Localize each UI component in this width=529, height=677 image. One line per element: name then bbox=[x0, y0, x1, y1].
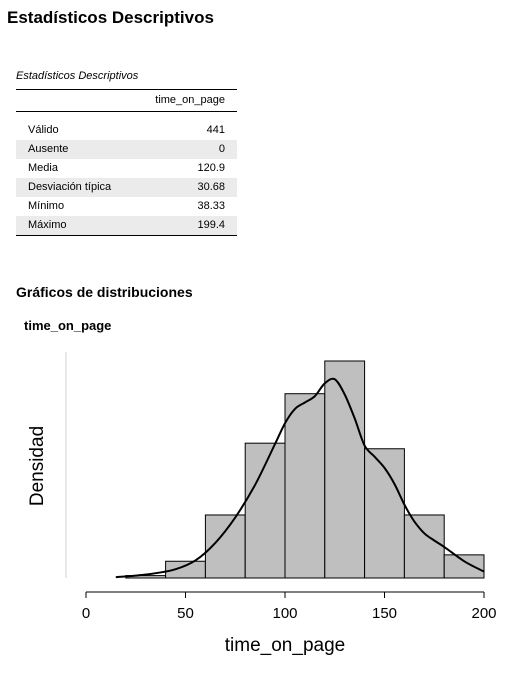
column-header-time-on-page: time_on_page bbox=[134, 89, 237, 112]
histogram-bar bbox=[324, 360, 366, 579]
row-value-minimum: 38.33 bbox=[197, 200, 225, 212]
histogram-bar bbox=[443, 554, 485, 579]
row-value-mean: 120.9 bbox=[197, 162, 225, 174]
x-axis-label: time_on_page bbox=[225, 635, 345, 656]
table-row: Válido 441 bbox=[16, 112, 237, 141]
histogram-bar bbox=[403, 514, 445, 579]
histogram-bar bbox=[284, 393, 326, 579]
descriptives-table-block: Estadísticos Descriptivos time_on_page V… bbox=[16, 69, 237, 236]
plot-title: time_on_page bbox=[24, 318, 112, 333]
row-value-valid: 441 bbox=[206, 124, 225, 136]
x-tick-label: 100 bbox=[272, 605, 297, 622]
table-row: Desviación típica 30.68 bbox=[16, 178, 237, 197]
x-axis-ticks: 0 50 100 150 200 bbox=[82, 592, 497, 622]
row-label-std-dev: Desviación típica bbox=[16, 178, 135, 197]
table-caption: Estadísticos Descriptivos bbox=[16, 70, 139, 82]
row-label-missing: Ausente bbox=[16, 140, 135, 159]
row-value-missing: 0 bbox=[134, 140, 237, 159]
table-row: Ausente 0 bbox=[16, 140, 237, 159]
y-axis-label: Densidad bbox=[27, 426, 48, 506]
header-empty-cell bbox=[16, 89, 135, 112]
page-title: Estadísticos Descriptivos bbox=[7, 8, 214, 27]
x-tick-label: 0 bbox=[82, 605, 90, 622]
histogram-bars bbox=[125, 360, 485, 579]
histogram-bar bbox=[364, 448, 405, 579]
x-tick-label: 50 bbox=[177, 605, 194, 622]
row-value-maximum: 199.4 bbox=[134, 216, 237, 236]
distribution-plots-heading: Gráficos de distribuciones bbox=[16, 284, 193, 300]
row-label-valid: Válido bbox=[28, 124, 59, 136]
table-row: Máximo 199.4 bbox=[16, 216, 237, 236]
table-header-row: time_on_page bbox=[16, 89, 237, 112]
distribution-chart: 0 50 100 150 200 time_on_page Densidad bbox=[27, 352, 497, 656]
x-tick-label: 200 bbox=[471, 605, 496, 622]
row-label-minimum: Mínimo bbox=[28, 200, 65, 212]
row-value-std-dev: 30.68 bbox=[134, 178, 237, 197]
table-row: Mínimo 38.33 bbox=[16, 197, 237, 216]
descriptives-table: time_on_page Válido 441 Ausente 0 Media … bbox=[16, 89, 237, 236]
row-label-maximum: Máximo bbox=[16, 216, 135, 236]
row-label-mean: Media bbox=[28, 162, 58, 174]
table-row: Media 120.9 bbox=[16, 159, 237, 178]
density-curve bbox=[115, 377, 485, 579]
x-tick-label: 150 bbox=[372, 605, 397, 622]
